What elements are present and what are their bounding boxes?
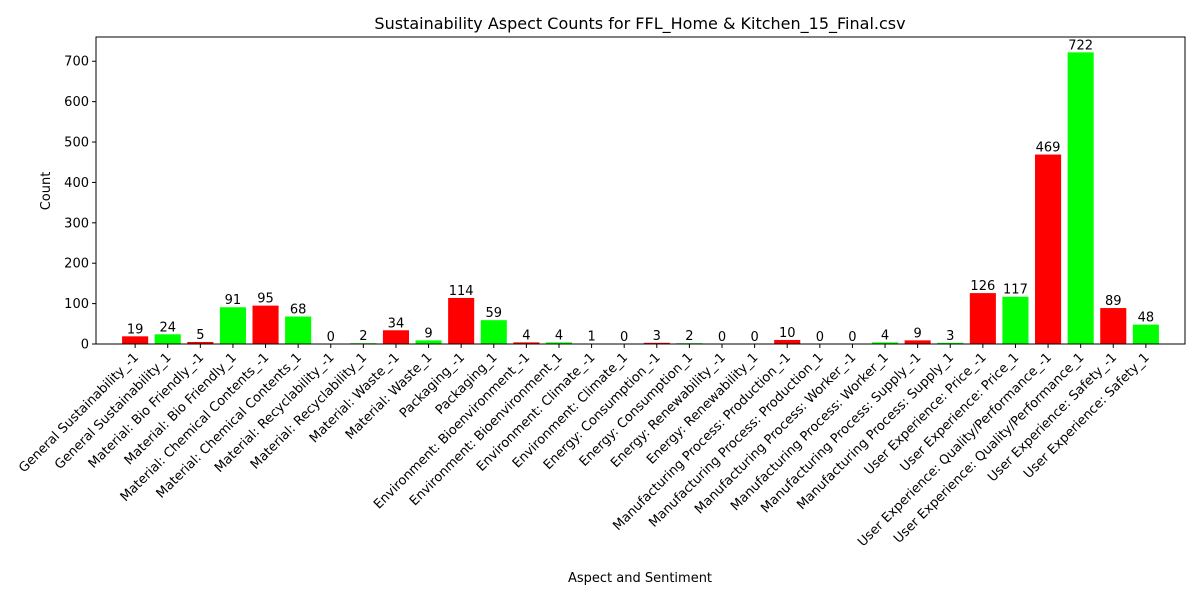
data-label-4: 95: [257, 292, 274, 307]
data-label-0: 19: [127, 322, 144, 337]
data-label-2: 5: [196, 328, 204, 343]
bar-16: [643, 342, 670, 344]
bars-group: [122, 52, 1159, 345]
data-label-30: 89: [1105, 294, 1122, 309]
data-label-20: 10: [779, 326, 796, 341]
y-tick-label-6: 600: [64, 95, 89, 110]
data-label-21: 0: [816, 330, 824, 345]
data-label-13: 4: [555, 328, 563, 343]
bar-25: [937, 342, 964, 344]
y-tick-label-3: 300: [64, 216, 89, 231]
data-label-16: 3: [653, 329, 661, 344]
bar-30: [1100, 308, 1127, 344]
bar-26: [969, 293, 996, 344]
bar-20: [774, 339, 801, 344]
data-label-17: 2: [685, 329, 693, 344]
bar-24: [904, 340, 931, 344]
bar-27: [1002, 296, 1029, 344]
data-label-1: 24: [159, 320, 176, 335]
data-label-10: 114: [449, 284, 474, 299]
data-label-29: 722: [1068, 38, 1093, 53]
data-label-14: 1: [587, 330, 595, 345]
y-axis: 0 100 200 300 400 500 600 700: [64, 55, 96, 353]
bar-29: [1067, 52, 1094, 344]
data-label-12: 4: [522, 328, 530, 343]
data-label-15: 0: [620, 330, 628, 345]
data-label-22: 0: [848, 330, 856, 345]
y-tick-label-0: 0: [81, 338, 89, 353]
bar-8: [382, 330, 409, 344]
y-axis-label: Count: [39, 172, 54, 211]
data-label-28: 469: [1036, 141, 1061, 156]
bar-10: [448, 297, 475, 344]
data-label-31: 48: [1138, 311, 1155, 326]
bar-12: [513, 342, 540, 344]
bar-4: [252, 305, 279, 345]
bar-23: [871, 342, 899, 344]
y-tick-label-7: 700: [64, 55, 89, 70]
data-label-24: 9: [913, 326, 921, 341]
data-label-27: 117: [1003, 283, 1028, 298]
bar-0: [122, 336, 149, 344]
data-label-5: 68: [290, 303, 307, 318]
data-label-8: 34: [388, 316, 405, 331]
bar-28: [1035, 154, 1062, 344]
data-label-25: 3: [946, 329, 954, 344]
y-tick-label-4: 400: [64, 176, 89, 191]
data-label-19: 0: [750, 330, 758, 345]
y-tick-label-1: 100: [64, 297, 89, 312]
data-label-11: 59: [486, 306, 503, 321]
x-axis-label: Aspect and Sentiment: [568, 571, 712, 586]
bar-13: [545, 342, 573, 344]
bar-1: [154, 334, 181, 344]
y-tick-label-5: 500: [64, 136, 89, 151]
data-label-3: 91: [225, 293, 242, 308]
data-label-9: 9: [424, 326, 432, 341]
data-label-26: 126: [970, 279, 995, 294]
bar-11: [480, 320, 507, 344]
plot-frame: [95, 36, 1186, 345]
bar-5: [285, 316, 312, 344]
data-label-6: 0: [327, 330, 335, 345]
chart-title: Sustainability Aspect Counts for FFL_Hom…: [374, 14, 905, 34]
bar-9: [415, 340, 442, 344]
data-label-23: 4: [881, 328, 889, 343]
bar-2: [187, 341, 214, 344]
data-label-7: 2: [359, 329, 367, 344]
data-label-18: 0: [718, 330, 726, 345]
y-tick-label-2: 200: [64, 257, 89, 272]
bar-31: [1132, 324, 1159, 344]
bar-3: [219, 307, 246, 344]
